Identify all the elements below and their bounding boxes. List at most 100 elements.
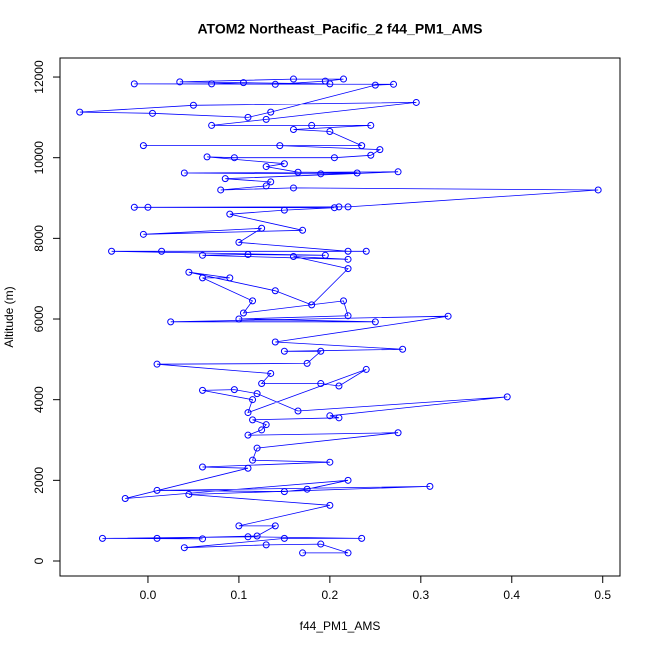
data-point <box>235 315 243 323</box>
chart-title: ATOM2 Northeast_Pacific_2 f44_PM1_AMS <box>197 21 482 37</box>
data-point <box>335 203 343 211</box>
data-point <box>208 121 216 129</box>
data-point <box>294 168 302 176</box>
data-point <box>208 80 216 88</box>
data-point <box>139 230 147 238</box>
data-point <box>344 549 352 557</box>
data-point <box>412 98 420 106</box>
data-point <box>203 153 211 161</box>
data-point <box>326 127 334 135</box>
x-axis-label: f44_PM1_AMS <box>300 619 381 633</box>
data-point <box>303 485 311 493</box>
data-point <box>317 380 325 388</box>
data-point <box>394 168 402 176</box>
y-tick-label: 6000 <box>32 305 46 332</box>
y-tick-label: 10000 <box>32 141 46 175</box>
data-point <box>289 184 297 192</box>
data-point <box>153 534 161 542</box>
data-point <box>244 533 252 541</box>
data-point <box>353 169 361 177</box>
data-point <box>98 534 106 542</box>
data-point <box>185 490 193 498</box>
data-point <box>308 301 316 309</box>
data-point <box>167 318 175 326</box>
data-point <box>180 544 188 552</box>
data-point <box>253 390 261 398</box>
data-point <box>144 203 152 211</box>
data-point <box>362 365 370 373</box>
data-point <box>367 151 375 159</box>
data-point <box>299 549 307 557</box>
data-point <box>344 476 352 484</box>
data-point <box>326 458 334 466</box>
data-point <box>267 178 275 186</box>
data-point <box>199 274 207 282</box>
data-point <box>217 186 225 194</box>
data-point <box>258 426 266 434</box>
data-point <box>239 309 247 317</box>
y-tick-label: 4000 <box>32 386 46 413</box>
data-point <box>330 154 338 162</box>
data-point <box>394 429 402 437</box>
data-point <box>199 463 207 471</box>
x-tick-label: 0.2 <box>322 588 339 602</box>
x-tick-label: 0.4 <box>503 588 520 602</box>
data-point <box>244 464 252 472</box>
data-point <box>130 80 138 88</box>
data-point <box>303 359 311 367</box>
x-tick-label: 0.3 <box>412 588 429 602</box>
data-point <box>326 501 334 509</box>
data-point <box>340 297 348 305</box>
data-point <box>326 412 334 420</box>
data-point <box>280 488 288 496</box>
data-point <box>262 163 270 171</box>
data-point <box>139 142 147 150</box>
data-point <box>317 347 325 355</box>
data-point <box>262 182 270 190</box>
data-point <box>230 154 238 162</box>
data-point <box>258 224 266 232</box>
data-point <box>344 255 352 263</box>
data-point <box>249 297 257 305</box>
data-point <box>244 431 252 439</box>
data-point <box>280 160 288 168</box>
data-point <box>426 482 434 490</box>
data-point <box>199 386 207 394</box>
data-point <box>344 203 352 211</box>
data-point <box>271 338 279 346</box>
data-point <box>235 522 243 530</box>
data-point <box>321 251 329 259</box>
data-point <box>503 393 511 401</box>
data-point <box>262 421 270 429</box>
y-tick-label: 8000 <box>32 225 46 252</box>
data-point <box>271 522 279 530</box>
data-point <box>76 108 84 116</box>
data-point <box>289 253 297 261</box>
data-point <box>280 206 288 214</box>
data-point <box>399 345 407 353</box>
data-point <box>189 101 197 109</box>
data-point <box>249 456 257 464</box>
data-point <box>221 175 229 183</box>
data-point <box>244 250 252 258</box>
data-point <box>367 121 375 129</box>
data-point <box>344 312 352 320</box>
y-tick-label: 12000 <box>32 60 46 94</box>
data-point <box>317 540 325 548</box>
y-tick-label: 0 <box>32 557 46 564</box>
data-point <box>280 347 288 355</box>
data-point <box>230 386 238 394</box>
data-point <box>390 80 398 88</box>
data-point <box>185 268 193 276</box>
data-point <box>344 247 352 255</box>
data-point <box>271 80 279 88</box>
data-point <box>289 125 297 133</box>
data-point <box>253 444 261 452</box>
data-point <box>358 142 366 150</box>
x-tick-label: 0.0 <box>140 588 157 602</box>
data-point <box>321 77 329 85</box>
data-point <box>121 494 129 502</box>
data-point <box>153 486 161 494</box>
data-point <box>226 274 234 282</box>
